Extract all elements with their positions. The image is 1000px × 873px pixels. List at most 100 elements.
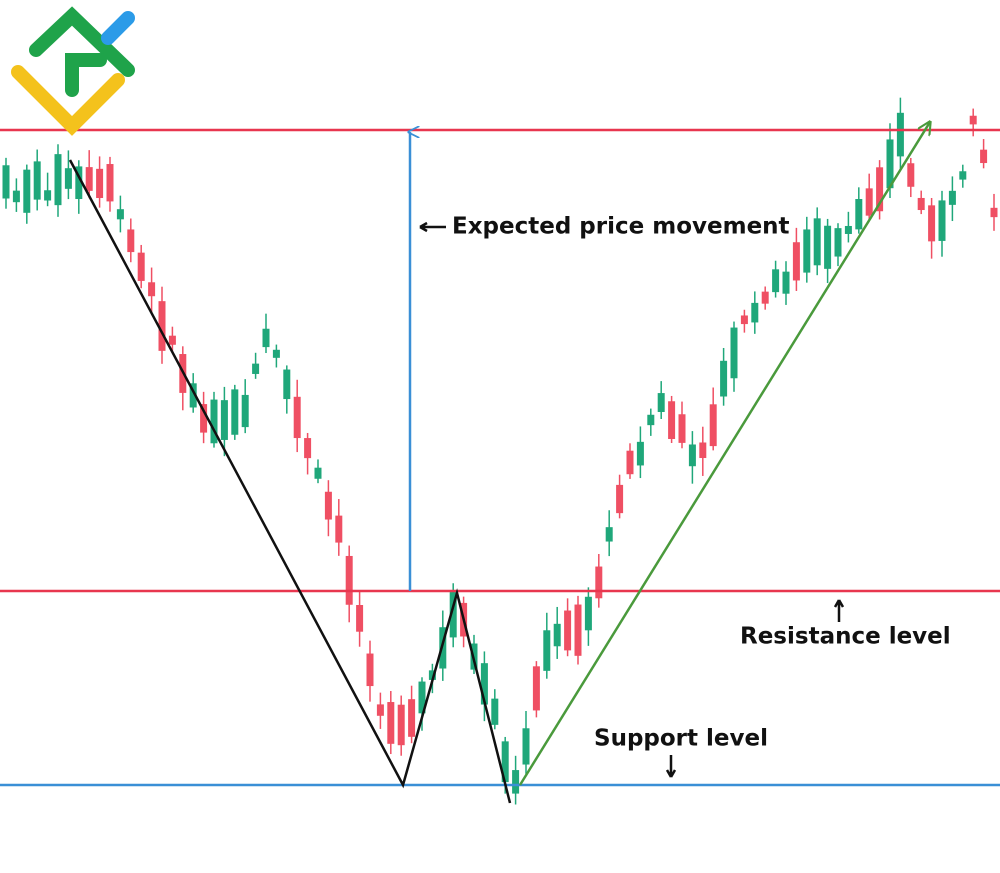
candle-body [720,360,728,397]
candle-body [200,404,208,433]
candle-body [616,484,624,514]
pointer-arrow [833,599,845,622]
candle-body [262,328,270,348]
candle-body [501,741,509,783]
candle-body [231,389,239,435]
candle-body [855,199,863,230]
candle-body [137,252,145,281]
candle-body [33,161,41,200]
candle-body [106,164,114,202]
candle-body [75,166,83,200]
candle-body [803,229,811,273]
candle-body [605,527,613,542]
candle-body [772,269,780,293]
candle-body [584,596,592,631]
candle-body [64,168,72,189]
candle-body [252,363,260,374]
candle-body [813,218,821,266]
candle-body [564,610,572,651]
candle-body [595,566,603,599]
candle-body [959,171,967,180]
candle-body [740,315,748,325]
candle-body [148,282,156,297]
candle-body [44,190,52,201]
candle-body [272,349,280,358]
support-label: Support level [594,726,768,752]
candle-body [418,681,426,714]
candle-body [907,163,915,187]
candle-body [324,491,332,520]
candle-body [938,200,946,241]
candle-body [730,327,738,379]
candle-body [397,704,405,746]
candle-body [751,302,759,323]
pointer-arrow [665,755,677,778]
candle-body [512,770,520,794]
candle-body [210,399,218,444]
candle-body [844,225,852,234]
candle-body [241,394,249,428]
candle-body [647,414,655,426]
candle-body [668,401,676,439]
candle-body [220,400,228,440]
candle-body [168,335,176,345]
candle-body [345,555,353,605]
candle-body [980,149,988,164]
candle-body [314,467,322,479]
candle-body [553,623,561,647]
candle-body [12,190,20,203]
candle-body [491,698,499,725]
candle-body [366,653,374,687]
candle-body [480,663,488,705]
candle-body [792,242,800,281]
resistance-label: Resistance level [740,624,951,650]
candle-body [85,167,93,191]
candle-body [116,209,124,220]
candle-body [574,604,582,656]
candle-body [532,666,540,711]
candle-body [376,704,384,716]
pattern-line [68,159,512,804]
candle-body [761,291,769,304]
candle-body [543,630,551,671]
candle-body [688,444,696,467]
candle-body [657,393,665,412]
candle-body [709,404,717,447]
candle-body [127,229,135,253]
candle-body [189,383,197,408]
candle-body [356,604,364,632]
candle-body [293,396,301,439]
candle-body [990,207,998,218]
candle-body [2,165,10,199]
expected-move-label: Expected price movement [452,214,790,240]
candle-body [876,167,884,212]
candle-body [522,728,530,765]
candle-body [158,301,166,351]
candle-body [782,271,790,294]
candle-body [969,115,977,125]
candle-body [449,592,457,638]
breakout-line [518,122,930,786]
candle-body [54,154,62,206]
candles [2,97,998,805]
candle-body [636,441,644,466]
candle-body [886,139,894,189]
candle-body [428,670,436,680]
candle-body [283,369,291,400]
candle-body [824,225,832,269]
candle-body [678,414,686,443]
candle-body [948,190,956,205]
candle-body [408,699,416,737]
candle-body [335,515,343,543]
candle-body [917,197,925,211]
logo [11,6,135,136]
pointer-arrow [419,221,446,233]
candle-body [23,169,31,213]
candle-body [896,112,904,157]
candle-body [387,702,395,744]
candle-body [304,438,312,459]
candle-body [865,188,873,216]
candle-body [699,442,707,459]
